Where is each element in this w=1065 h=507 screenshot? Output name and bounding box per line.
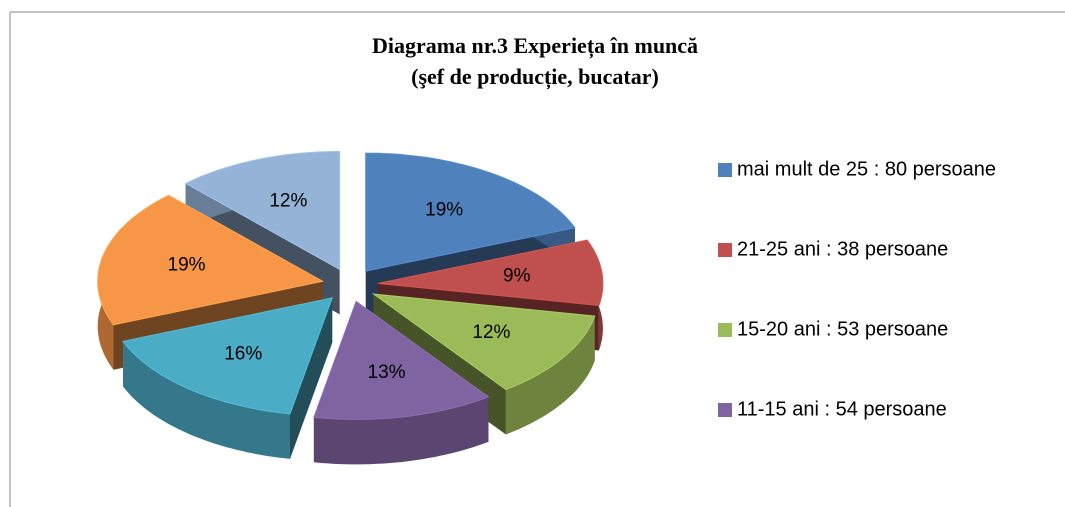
legend-swatch <box>718 403 732 417</box>
data-label: 9% <box>503 266 531 287</box>
data-label: 12% <box>472 322 510 343</box>
slice-top <box>313 300 490 420</box>
slice-side <box>313 396 489 465</box>
slice: 16% <box>122 297 333 459</box>
data-label: 12% <box>269 190 307 211</box>
data-label: 16% <box>224 343 262 364</box>
slice-top <box>377 239 604 307</box>
legend-label: 21-25 ani : 38 persoane <box>737 238 948 260</box>
slice-top <box>184 150 341 271</box>
legend-swatch <box>718 243 732 257</box>
legend-label: mai mult de 25 : 80 persoane <box>737 158 996 180</box>
slice: 13% <box>313 300 490 465</box>
chart-title: Diagrama nr.3 Experieța în muncă <box>372 33 698 59</box>
chart-title: (şef de producție, bucatar) <box>411 64 659 90</box>
slice-top <box>122 297 333 415</box>
slice-side <box>123 341 290 459</box>
slice-top <box>365 152 576 272</box>
data-label: 13% <box>368 362 406 383</box>
legend-label: 11-15 ani : 54 persoane <box>737 398 947 420</box>
slice-top <box>371 293 596 391</box>
legend-swatch <box>718 163 732 177</box>
data-label: 19% <box>168 254 206 275</box>
data-label: 19% <box>425 200 463 221</box>
slice-top <box>97 194 325 326</box>
legend-label: 15-20 ani : 53 persoane <box>737 318 948 340</box>
slice-side <box>505 316 595 435</box>
legend-swatch <box>718 323 732 337</box>
